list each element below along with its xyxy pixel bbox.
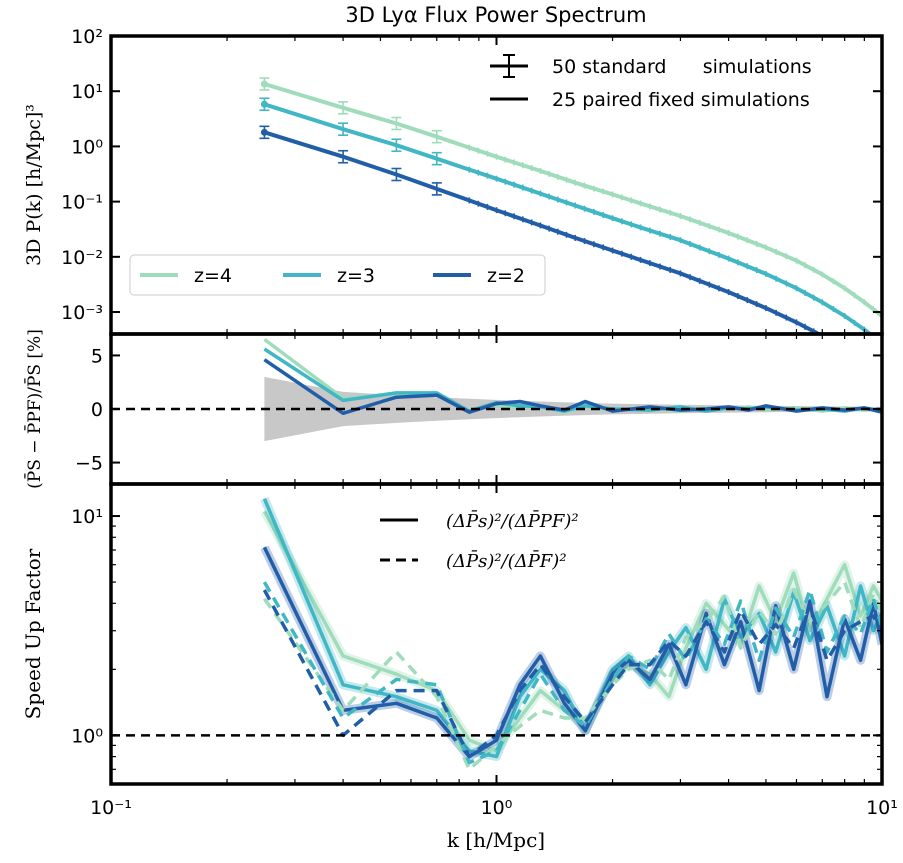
legend-paired-label: 25 paired fixed simulations	[552, 89, 810, 111]
top-line-z=2	[263, 130, 823, 334]
top-legend-redshift: z=4 z=3 z=2	[129, 254, 546, 296]
x-tick-label: 10⁰	[481, 797, 513, 819]
top-series-errorbars	[259, 77, 874, 334]
bottom-dashed-line-z=4	[262, 580, 882, 772]
x-tick-label: 10¹	[866, 797, 898, 819]
bottom-legend: (ΔP̄s)²/(ΔP̄PF)² (ΔP̄s)²/(ΔP̄F)²	[380, 509, 579, 572]
bottom-series-lines	[260, 496, 882, 772]
middle-y-ticks: 5 0 −5	[75, 345, 882, 475]
y-tick-label: −5	[75, 453, 103, 475]
bottom-y-ticks: 10¹ 10⁰	[71, 506, 882, 785]
top-first-point-z=4	[260, 80, 268, 88]
top-line-z=3	[263, 102, 874, 334]
top-first-point-z=2	[260, 128, 268, 136]
y-tick-label: 10²	[71, 26, 103, 48]
legend-paired-ratio-label: (ΔP̄s)²/(ΔP̄PF)²	[446, 509, 579, 532]
bottom-panel: 10¹ 10⁰ 10⁻¹ 10⁰ 10¹ Speed Up Factor (ΔP̄s)…	[21, 482, 898, 819]
y-tick-label: 10¹	[71, 506, 103, 528]
figure-title: 3D Lyα Flux Power Spectrum	[345, 3, 646, 27]
y-tick-label: 10⁻¹	[61, 192, 103, 214]
redshift-legend-box	[129, 254, 546, 296]
bottom-y-axis-label: Speed Up Factor	[21, 548, 45, 719]
top-y-ticks: 10² 10¹ 10⁰ 10⁻¹ 10⁻² 10⁻³	[61, 26, 882, 324]
top-y-axis-label: 3D P(k) [h/Mpc]³	[23, 104, 45, 266]
y-tick-label: 10⁰	[71, 725, 103, 747]
legend-standard-label: 50 standard simulations	[552, 56, 812, 78]
middle-y-axis-label: (P̄S − P̄PF)/P̄S [%]	[23, 329, 45, 489]
x-axis-label: k [h/Mpc]	[447, 828, 545, 852]
legend-errorbar-marker	[490, 54, 528, 78]
top-panel: 10² 10¹ 10⁰ 10⁻¹ 10⁻² 10⁻³ 3D P(k) [h/Mpc]³ 5…	[23, 26, 884, 336]
y-tick-label: 10⁻²	[61, 247, 103, 269]
top-first-point-z=3	[260, 100, 268, 108]
top-legend-upper: 50 standard simulations 25 paired fixed …	[490, 54, 812, 111]
legend-z3-label: z=3	[337, 265, 375, 287]
y-tick-label: 0	[91, 399, 103, 421]
bottom-solid-line-z=2	[262, 546, 882, 759]
legend-fixed-ratio-label: (ΔP̄s)²/(ΔP̄F)²	[446, 549, 567, 572]
x-tick-label: 10⁻¹	[90, 797, 132, 819]
bottom-solid-line-z=4	[262, 510, 882, 753]
y-tick-label: 10⁰	[71, 136, 103, 158]
y-tick-label: 10¹	[71, 81, 103, 103]
bottom-plot-frame	[109, 482, 884, 786]
y-tick-label: 5	[91, 345, 103, 367]
bottom-dashed-line-z=2	[262, 589, 882, 759]
legend-z4-label: z=4	[194, 265, 232, 287]
y-tick-label: 10⁻³	[61, 302, 103, 324]
bottom-dashed-line-z=3	[262, 581, 882, 765]
top-series-lines	[263, 82, 882, 334]
legend-z2-label: z=2	[487, 265, 525, 287]
middle-panel: 5 0 −5 (P̄S − P̄PF)/P̄S [%]	[23, 329, 884, 489]
